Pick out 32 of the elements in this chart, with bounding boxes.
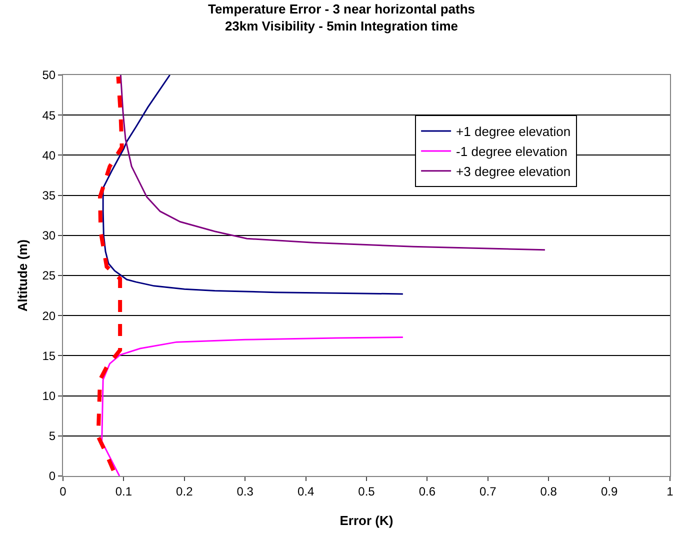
x-axis-title: Error (K): [340, 513, 394, 528]
x-tick-label: 1: [666, 484, 674, 498]
line-series: [101, 336, 404, 476]
legend-label: -1 degree elevation: [456, 144, 568, 160]
y-tick-label: 50: [42, 68, 56, 82]
legend-label: +3 degree elevation: [456, 164, 571, 179]
y-tick-label: 30: [42, 228, 56, 243]
x-tick-label: 0.7: [480, 484, 497, 498]
chart-subtitle: 23km Visibility - 5min Integration time: [224, 18, 458, 34]
x-tick-label: 0.9: [600, 484, 618, 498]
y-tick-label: 20: [42, 308, 56, 323]
y-tick-label: 45: [42, 108, 56, 122]
y-tick-label: 0: [48, 469, 56, 484]
x-tick-label: 0.5: [358, 484, 376, 498]
x-tick-label: 0.6: [418, 484, 436, 498]
chart-title: Temperature Error - 3 near horizontal paths: [208, 1, 476, 16]
y-tick-label: 5: [48, 429, 56, 444]
x-tick-label: 0: [60, 484, 67, 498]
y-tick-label: 40: [42, 148, 56, 162]
legend-label: +1 degree elevation: [456, 124, 571, 140]
x-tick-label: 0.1: [115, 484, 132, 498]
x-tick-label: 0.8: [540, 484, 558, 498]
y-tick-label: 15: [42, 348, 56, 363]
y-tick-label: 25: [42, 268, 56, 283]
y-axis-title: Altitude (m): [15, 239, 30, 312]
line-series: [96, 75, 124, 472]
x-tick-label: 0.4: [297, 484, 314, 498]
y-tick-label: 35: [42, 188, 56, 202]
x-tick-label: 0.2: [176, 484, 194, 498]
y-tick-label: 10: [42, 389, 56, 403]
line-series: [102, 75, 404, 295]
x-tick-label: 0.3: [236, 484, 254, 498]
